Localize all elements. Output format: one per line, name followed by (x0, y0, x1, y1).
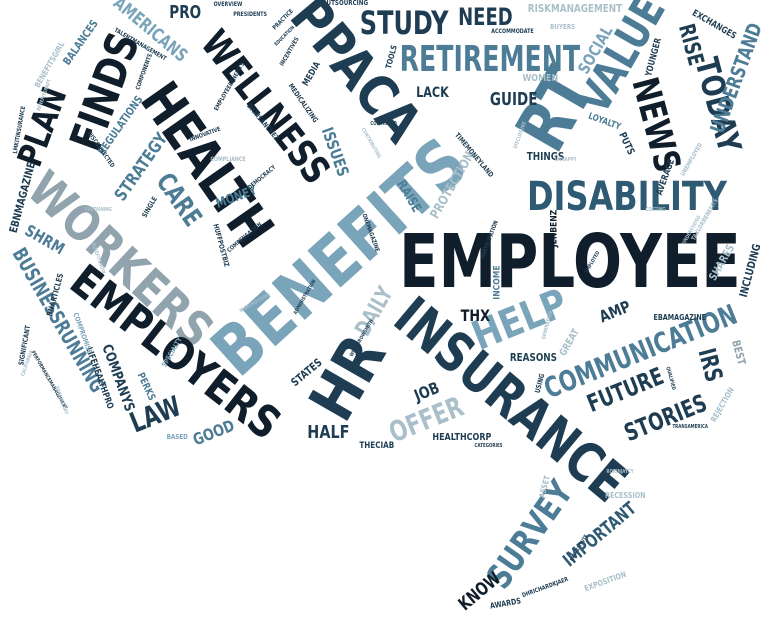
word-study: STUDY (359, 4, 449, 42)
word-perks: PERKS (134, 371, 157, 403)
word-retirement: RETIREMENT (399, 39, 581, 80)
word-lack: LACK (415, 85, 449, 101)
word-continued: CONTINUED (369, 120, 397, 127)
word-great: GREAT (557, 327, 582, 359)
word-based: BASED (166, 432, 188, 441)
word-awards: AWARDS (488, 596, 522, 611)
word-rokinjaycy: ROKINJAYCY (606, 468, 634, 475)
word-pro: PRO (169, 2, 202, 23)
word-rejection: REJECTION (709, 385, 736, 424)
word-good: GOOD (190, 415, 238, 450)
word-overview: OVERVIEW (213, 1, 243, 8)
word-women: WOMEN (521, 73, 558, 84)
word-transamerica: TRANSAMERICA (672, 423, 708, 430)
word-yocabulary: YOCABULARY (52, 384, 69, 415)
word-theciab: THECIAB (359, 440, 395, 451)
word-sustaining: SUSTAINING (84, 206, 112, 213)
word-law: LAW (124, 389, 186, 440)
word-ebamagazine: EBAMAGAZINE (653, 313, 707, 322)
word-irs: IRS (691, 345, 728, 385)
word-dhrichardkjaer: DHRICHARDKJAER (520, 575, 569, 600)
word-things: THINGS (526, 149, 564, 163)
word-buyers: BUYERS (549, 22, 575, 31)
word-reasons: REASONS (509, 350, 557, 364)
word-tools: TOOLS (384, 44, 399, 70)
word-including: INCLUDING (736, 241, 762, 299)
word-best: BEST (728, 338, 748, 366)
word-riskmanagement: RISKMANAGEMENT (527, 1, 623, 15)
word-healthcorp: HEALTHCORP (432, 432, 492, 443)
word-recession: RECESSION (604, 491, 646, 500)
word-exposition: EXPOSITION (582, 569, 628, 594)
word-outsourcing: OUTSOURCING (321, 0, 369, 7)
word-costing: COSTING (645, 206, 666, 213)
word-categories: CATEGORIES (474, 442, 503, 449)
word-hr: HR (294, 322, 401, 433)
word-puts: PUTS (615, 130, 636, 157)
word-half: HALF (306, 422, 349, 443)
word-employee: EMPLOYEE (399, 219, 741, 305)
word-single: SINGLE (140, 194, 159, 219)
word-accommodate: ACCOMMODATE (490, 28, 534, 35)
word-rise: RISE (672, 21, 708, 69)
word-jenbenz: JENBENZ (549, 209, 560, 247)
word-compliance: COMPLIANCE (210, 156, 246, 163)
word-guide: GUIDE (489, 89, 537, 110)
word-disability: DISABILITY (526, 174, 727, 220)
word-income: INCOME (492, 264, 503, 300)
word-presidents: PRESIDENTS (233, 11, 267, 18)
word-unhappy: UNHAPPY (554, 156, 577, 163)
word-thx: THX (460, 306, 490, 325)
word-need: NEED (457, 3, 513, 31)
